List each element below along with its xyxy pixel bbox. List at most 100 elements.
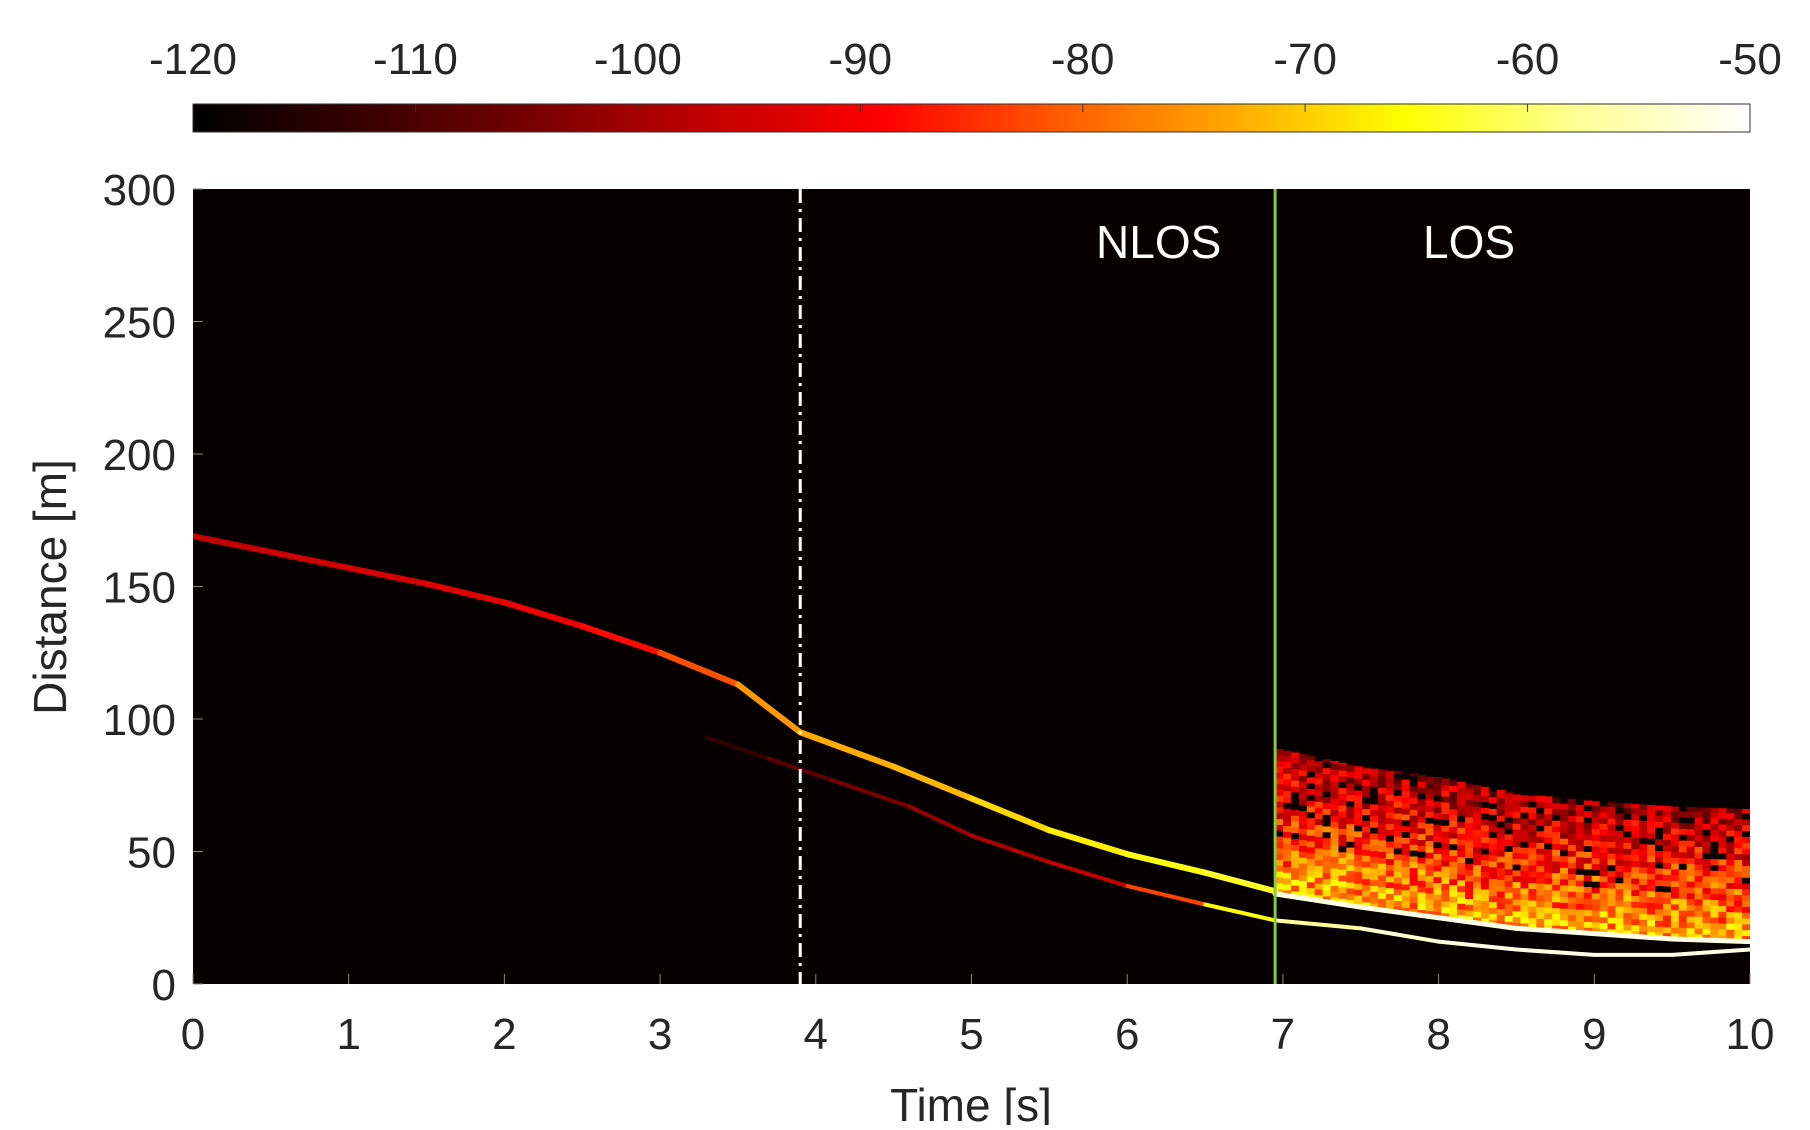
los-cell: [1568, 804, 1577, 810]
x-tick-label: 4: [804, 1010, 828, 1059]
los-cell: [1513, 876, 1522, 882]
los-cell: [1497, 815, 1506, 821]
los-cell: [1623, 901, 1632, 907]
los-cell: [1726, 836, 1735, 842]
los-cell: [1623, 913, 1632, 919]
los-cell: [1338, 893, 1347, 899]
los-cell: [1600, 876, 1609, 882]
los-cell: [1465, 899, 1474, 905]
los-cell: [1394, 848, 1403, 854]
los-cell: [1710, 853, 1719, 859]
los-cell: [1592, 852, 1601, 858]
los-cell: [1489, 814, 1498, 820]
los-cell: [1378, 823, 1387, 829]
los-cell: [1671, 834, 1680, 840]
los-cell: [1449, 867, 1458, 873]
los-cell: [1481, 825, 1490, 831]
los-cell: [1695, 870, 1704, 876]
los-cell: [1631, 861, 1640, 867]
los-cell: [1528, 889, 1537, 895]
los-cell: [1481, 889, 1490, 895]
los-cell: [1433, 853, 1442, 859]
los-cell: [1536, 843, 1545, 849]
los-cell: [1520, 865, 1529, 871]
los-cell: [1639, 902, 1648, 908]
los-cell: [1449, 902, 1458, 908]
los-cell: [1560, 908, 1569, 914]
los-cell: [1425, 858, 1434, 864]
los-cell: [1299, 811, 1308, 817]
los-cell: [1386, 835, 1395, 841]
los-cell: [1354, 837, 1363, 843]
los-cell: [1489, 849, 1498, 855]
los-cell: [1370, 787, 1379, 793]
los-cell: [1449, 803, 1458, 809]
los-cell: [1695, 835, 1704, 841]
los-cell: [1481, 842, 1490, 848]
los-cell: [1386, 829, 1395, 835]
los-cell: [1552, 826, 1561, 832]
los-cell: [1307, 806, 1316, 812]
los-cell: [1655, 921, 1664, 927]
los-cell: [1655, 827, 1664, 833]
los-cell: [1520, 911, 1529, 917]
los-cell: [1354, 872, 1363, 878]
los-cell: [1615, 854, 1624, 860]
los-cell: [1528, 854, 1537, 860]
los-cell: [1315, 778, 1324, 784]
x-tick-label: 3: [648, 1010, 672, 1059]
los-cell: [1671, 828, 1680, 834]
los-cell: [1552, 896, 1561, 902]
los-cell: [1481, 819, 1490, 825]
los-cell: [1402, 872, 1411, 878]
los-cell: [1592, 840, 1601, 846]
los-cell: [1687, 858, 1696, 864]
los-cell: [1338, 805, 1347, 811]
los-cell: [1584, 852, 1593, 858]
los-cell: [1623, 895, 1632, 901]
los-cell: [1338, 846, 1347, 852]
los-cell: [1679, 864, 1688, 870]
los-cell: [1552, 867, 1561, 873]
los-cell: [1473, 785, 1482, 789]
los-cell: [1568, 868, 1577, 874]
los-cell: [1552, 844, 1561, 850]
los-cell: [1433, 877, 1442, 883]
los-cell: [1576, 800, 1585, 805]
los-cell: [1441, 907, 1450, 913]
los-cell: [1457, 897, 1466, 903]
los-cell: [1734, 809, 1743, 814]
los-cell: [1513, 800, 1522, 806]
los-cell: [1695, 829, 1704, 835]
los-cell: [1568, 915, 1577, 921]
los-cell: [1283, 814, 1292, 820]
los-cell: [1489, 908, 1498, 914]
los-cell: [1505, 792, 1514, 794]
los-cell: [1441, 808, 1450, 814]
los-cell: [1441, 837, 1450, 843]
los-cell: [1449, 838, 1458, 844]
los-cell: [1687, 852, 1696, 858]
los-cell: [1679, 834, 1688, 840]
los-cell: [1362, 850, 1371, 856]
los-cell: [1489, 913, 1498, 919]
los-cell: [1354, 773, 1363, 779]
los-cell: [1386, 824, 1395, 830]
los-cell: [1433, 906, 1442, 912]
los-cell: [1331, 761, 1340, 764]
los-cell: [1346, 824, 1355, 830]
los-cell: [1734, 860, 1743, 866]
los-cell: [1647, 897, 1656, 903]
los-cell: [1291, 856, 1300, 862]
los-cell: [1449, 809, 1458, 815]
los-cell: [1394, 790, 1403, 796]
los-cell: [1370, 775, 1379, 781]
los-cell: [1718, 818, 1727, 824]
los-cell: [1315, 842, 1324, 848]
los-cell: [1513, 882, 1522, 888]
los-cell: [1631, 826, 1640, 832]
los-cell: [1449, 850, 1458, 856]
los-cell: [1655, 903, 1664, 909]
los-cell: [1528, 830, 1537, 836]
los-cell: [1457, 886, 1466, 892]
